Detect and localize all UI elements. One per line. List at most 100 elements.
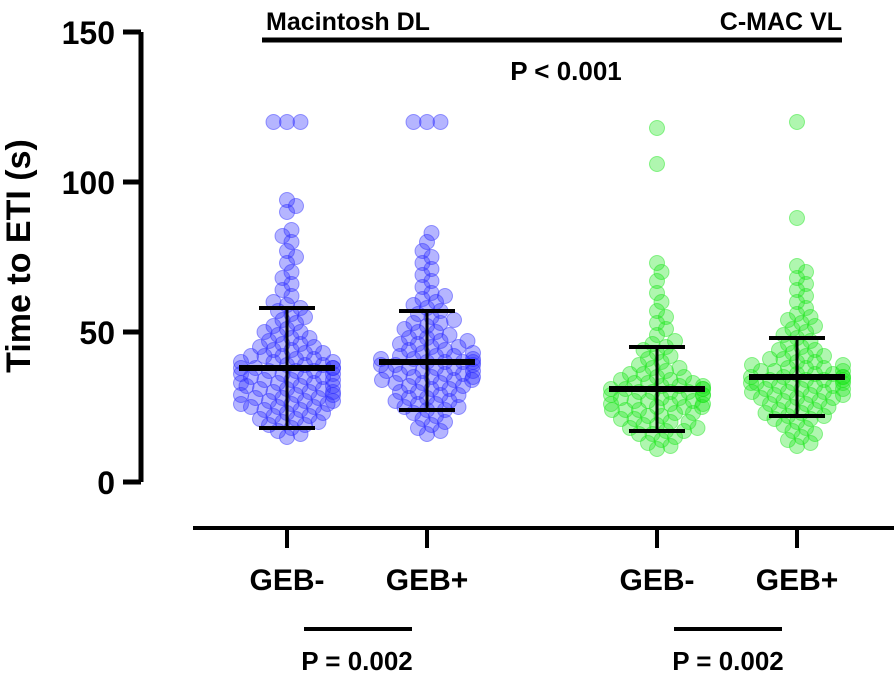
data-point xyxy=(319,396,336,412)
data-point xyxy=(441,327,458,343)
data-point xyxy=(252,339,268,355)
data-point xyxy=(405,369,422,385)
data-point xyxy=(401,330,417,346)
data-point xyxy=(649,315,665,331)
data-point xyxy=(802,309,819,325)
data-point xyxy=(613,411,629,427)
data-point xyxy=(802,387,819,403)
data-point xyxy=(635,366,652,382)
data-point xyxy=(325,393,341,409)
data-point xyxy=(446,372,462,388)
data-point xyxy=(667,405,683,421)
data-point xyxy=(617,402,634,418)
data-point xyxy=(292,324,309,340)
data-point xyxy=(793,429,810,445)
data-point xyxy=(798,276,814,292)
data-point xyxy=(423,225,440,241)
data-point xyxy=(649,285,665,301)
data-point xyxy=(676,399,692,415)
data-point xyxy=(265,342,282,358)
data-point xyxy=(401,378,417,394)
data-point xyxy=(325,387,341,403)
data-point xyxy=(685,393,701,409)
data-point xyxy=(405,114,422,130)
y-tick-label: 0 xyxy=(97,465,115,501)
x-tick-label: GEB+ xyxy=(756,564,839,597)
data-point xyxy=(387,375,404,391)
data-point xyxy=(301,330,318,346)
data-point xyxy=(288,198,304,214)
data-point xyxy=(419,234,435,250)
data-point xyxy=(279,243,295,259)
device-label-cmac: C-MAC VL xyxy=(720,8,842,36)
data-point xyxy=(306,399,322,415)
data-point xyxy=(325,378,341,394)
data-point xyxy=(649,120,665,136)
data-point xyxy=(297,345,313,361)
data-point xyxy=(450,339,467,355)
y-tick-label: 100 xyxy=(62,165,115,201)
data-point xyxy=(432,315,449,331)
data-point xyxy=(653,294,670,310)
data-point xyxy=(437,366,453,382)
data-point xyxy=(301,408,318,424)
data-point xyxy=(423,285,440,301)
data-point xyxy=(649,441,665,457)
data-point xyxy=(315,345,331,361)
data-point xyxy=(753,390,769,406)
data-point xyxy=(233,375,249,391)
data-point xyxy=(744,357,760,373)
data-points xyxy=(233,114,851,457)
data-point xyxy=(279,255,295,271)
data-point xyxy=(274,228,291,244)
data-point xyxy=(256,324,273,340)
data-point xyxy=(789,306,805,322)
data-point xyxy=(310,390,327,406)
data-point xyxy=(459,333,476,349)
data-point xyxy=(680,414,697,430)
data-point xyxy=(292,402,309,418)
data-point xyxy=(392,384,408,400)
data-point xyxy=(279,114,295,130)
data-point xyxy=(631,402,647,418)
data-point xyxy=(455,366,471,382)
data-point xyxy=(649,303,665,319)
data-point xyxy=(265,114,282,130)
data-point xyxy=(419,114,435,130)
data-point xyxy=(798,420,814,436)
data-point xyxy=(640,435,656,451)
data-point xyxy=(835,357,851,373)
data-point xyxy=(414,267,431,283)
data-point xyxy=(405,315,422,331)
data-point xyxy=(292,378,309,394)
data-point xyxy=(374,372,390,388)
x-tick-labels: GEB- GEB+ GEB- GEB+ xyxy=(250,528,839,597)
data-point xyxy=(392,336,408,352)
data-point xyxy=(437,414,453,430)
data-point xyxy=(631,357,647,373)
data-point xyxy=(775,351,792,367)
data-point xyxy=(789,282,805,298)
data-point xyxy=(744,384,760,400)
data-point xyxy=(414,255,431,271)
data-point xyxy=(306,375,322,391)
data-point xyxy=(604,402,620,418)
data-point xyxy=(256,372,273,388)
data-point xyxy=(233,387,249,403)
data-point xyxy=(622,366,638,382)
data-point xyxy=(265,384,282,400)
data-point xyxy=(432,423,449,439)
overall-p-value: P < 0.001 xyxy=(510,56,622,86)
data-point xyxy=(793,315,810,331)
data-point xyxy=(256,402,273,418)
data-point xyxy=(306,339,322,355)
device-label-macintosh: Macintosh DL xyxy=(266,8,430,36)
data-point xyxy=(771,342,787,358)
y-axis-label: Time to ETI (s) xyxy=(0,139,38,373)
data-point xyxy=(401,342,417,358)
data-point xyxy=(423,249,440,265)
data-point xyxy=(658,321,674,337)
data-point xyxy=(414,279,431,295)
data-point xyxy=(695,396,711,412)
data-point xyxy=(649,255,665,271)
